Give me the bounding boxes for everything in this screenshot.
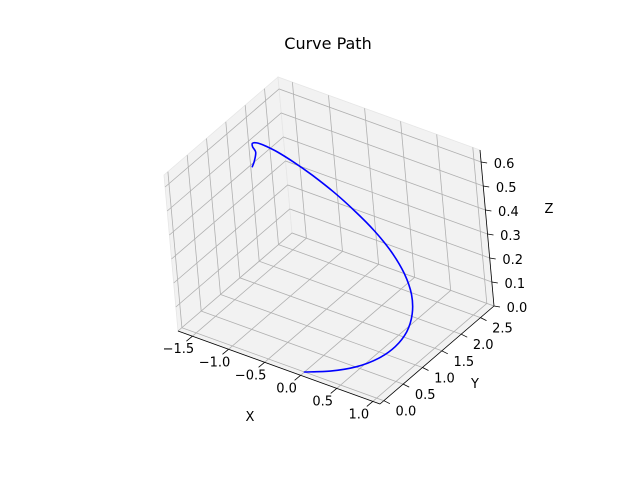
z-tick-0 xyxy=(493,305,501,308)
x-axis-label: X xyxy=(246,410,255,425)
series-0-point-11 xyxy=(353,210,355,212)
z-tick-5 xyxy=(483,185,490,188)
y-tick-label-2: 1.0 xyxy=(434,372,455,387)
z-gridline-1 xyxy=(175,208,492,308)
z-tick-label-0: 0.0 xyxy=(507,301,528,316)
y-tick-label-1: 0.5 xyxy=(415,388,436,403)
series-0-point-0 xyxy=(304,371,306,373)
series-0-point-15 xyxy=(277,151,279,153)
z-tick-2 xyxy=(489,257,496,260)
series-0-point-13 xyxy=(312,175,314,177)
y-axis-label: Y xyxy=(470,377,479,392)
z-axis-line xyxy=(479,149,495,307)
series-0-point-5 xyxy=(406,331,408,333)
z-tick-6 xyxy=(481,161,488,164)
y-axis-line xyxy=(379,305,495,405)
z-gridline-3 xyxy=(171,160,488,260)
series-0-point-16 xyxy=(264,145,266,147)
x-tick-label-0: −1.5 xyxy=(163,342,195,357)
z-gridline-5 xyxy=(166,112,484,212)
series-0-point-9 xyxy=(391,251,393,253)
x-tick-2 xyxy=(258,361,265,368)
series-0-point-20 xyxy=(255,152,257,154)
series-0-point-10 xyxy=(374,230,376,232)
z-axis-label: Z xyxy=(545,202,554,217)
x-tick-3 xyxy=(294,374,301,381)
z-tick-1 xyxy=(491,281,498,284)
y-tick-1 xyxy=(403,383,410,388)
y-tick-3 xyxy=(441,350,448,355)
tick-marks xyxy=(186,161,501,407)
z-tick-label-4: 0.4 xyxy=(498,205,519,220)
z-gridline-2 xyxy=(173,184,490,284)
z-gridline-6 xyxy=(164,88,482,188)
z-tick-label-1: 0.1 xyxy=(504,277,525,292)
x-tick-label-5: 1.0 xyxy=(348,407,369,422)
y-tick-label-4: 2.0 xyxy=(473,338,494,353)
z-gridline-4 xyxy=(169,136,486,236)
z-tick-label-5: 0.5 xyxy=(496,181,517,196)
series-0-point-7 xyxy=(411,294,413,296)
series-0-point-8 xyxy=(404,273,406,275)
y-tick-0 xyxy=(383,400,391,405)
y-tick-4 xyxy=(461,333,468,338)
series-0-point-17 xyxy=(256,142,258,144)
series-0-point-18 xyxy=(252,143,254,145)
z-tick-label-6: 0.6 xyxy=(494,157,515,172)
series-0-point-6 xyxy=(411,313,413,315)
x-tick-5 xyxy=(366,401,374,407)
x-tick-label-3: 0.0 xyxy=(276,381,297,396)
y-tick-label-5: 2.5 xyxy=(492,322,513,337)
series-line-0 xyxy=(251,141,414,373)
series-0-point-12 xyxy=(333,191,335,193)
series-0-point-21 xyxy=(254,160,256,162)
x-tick-0 xyxy=(186,335,193,342)
series-0-point-14 xyxy=(293,161,295,163)
series-0-point-3 xyxy=(378,358,380,360)
x-tick-4 xyxy=(330,388,337,394)
x-tick-label-4: 0.5 xyxy=(312,394,333,409)
z-tick-label-2: 0.2 xyxy=(502,253,523,268)
series-0-point-1 xyxy=(330,370,332,372)
series-0-point-19 xyxy=(252,146,254,148)
chart-title: Curve Path xyxy=(284,34,371,53)
y-tick-label-3: 1.5 xyxy=(453,355,474,370)
z-tick-label-3: 0.3 xyxy=(500,229,521,244)
axis-lines xyxy=(177,149,495,405)
x-axis-line xyxy=(177,330,381,405)
series-layer xyxy=(251,141,414,373)
tick-labels: −1.5−1.0−0.50.00.51.0 0.00.51.01.52.02.50… xyxy=(163,157,528,422)
series-0-point-2 xyxy=(355,366,357,368)
y-tick-5 xyxy=(480,317,487,321)
series-0-point-4 xyxy=(394,346,396,348)
z-tick-3 xyxy=(487,233,494,236)
x-tick-label-1: −1.0 xyxy=(199,355,231,370)
gridlines xyxy=(164,82,495,402)
y-tick-label-0: 0.0 xyxy=(396,405,417,420)
x-tick-label-2: −0.5 xyxy=(235,368,267,383)
series-0-point-22 xyxy=(252,166,254,168)
z-gridline-0 xyxy=(177,232,495,332)
y-tick-2 xyxy=(422,367,429,371)
z-tick-4 xyxy=(485,209,492,212)
x-tick-1 xyxy=(222,348,229,355)
